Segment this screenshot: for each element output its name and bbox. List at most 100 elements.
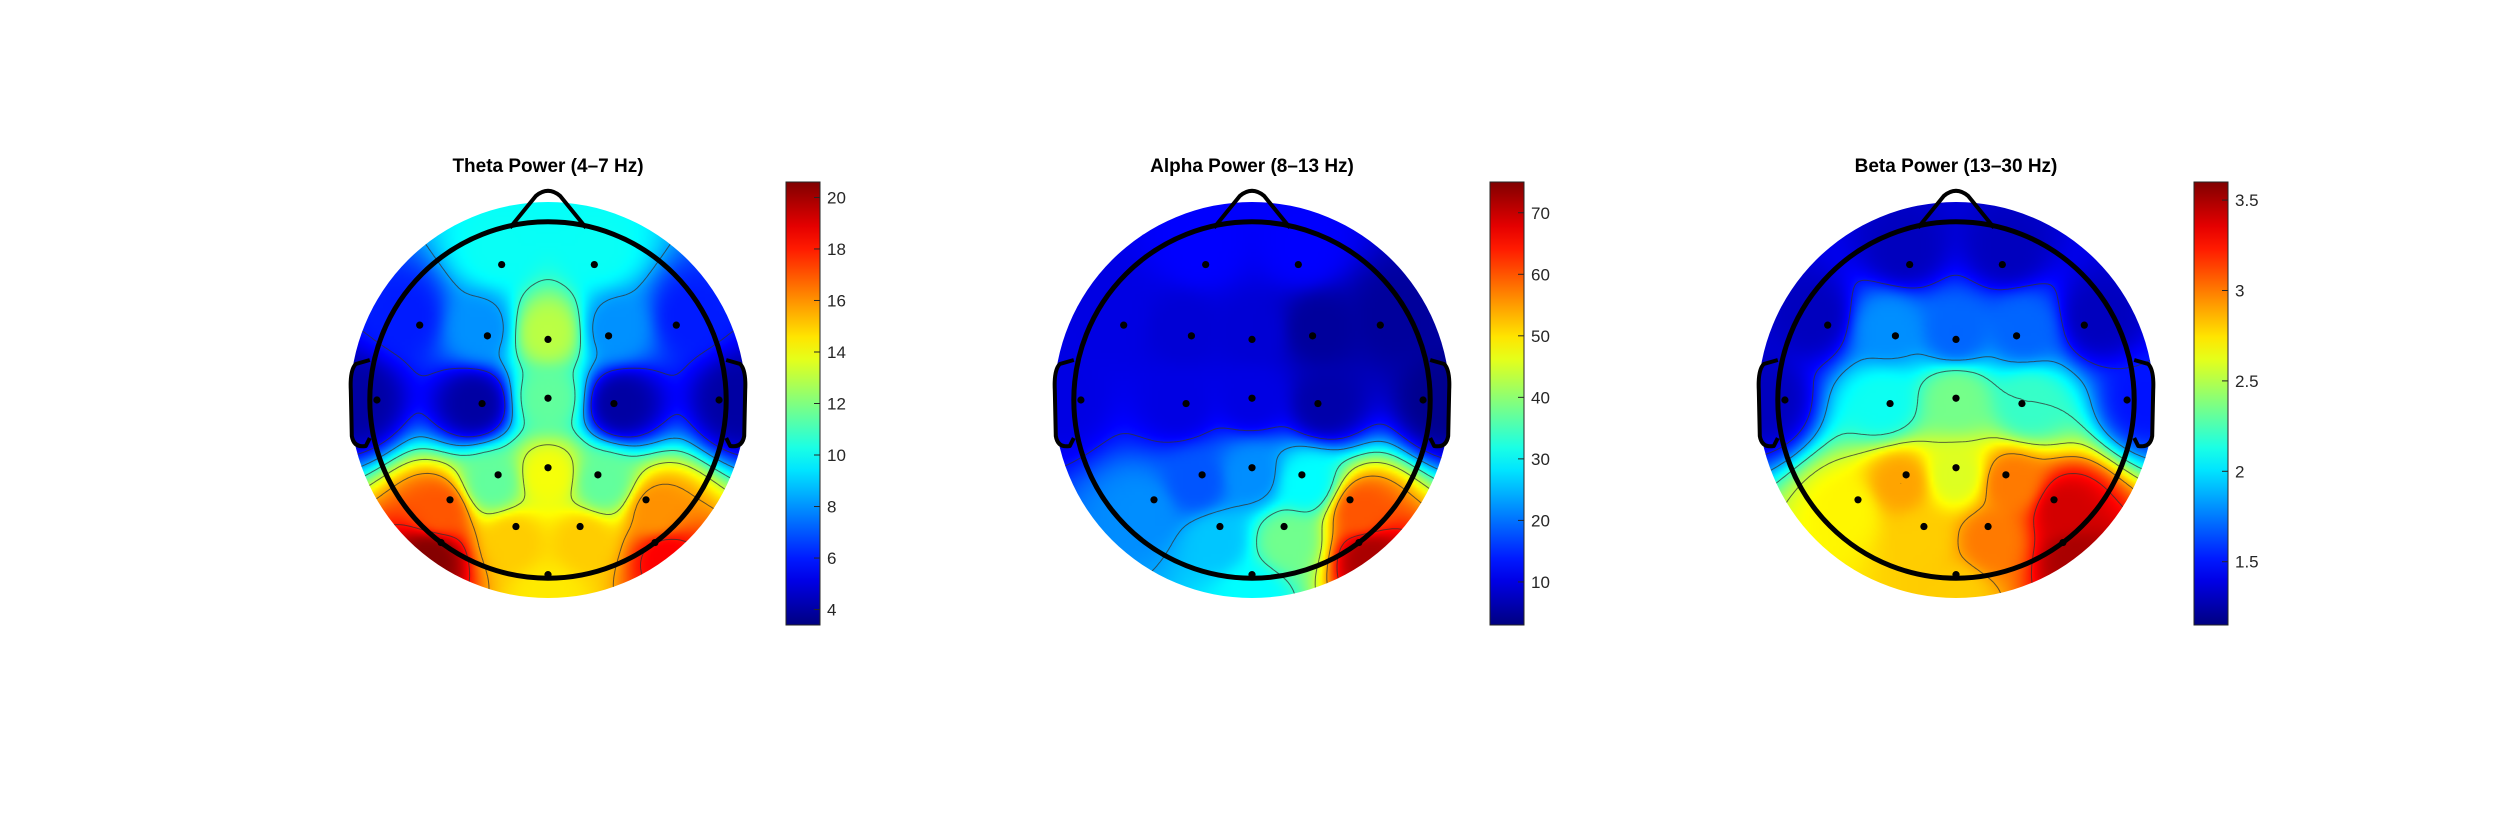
- colorbar-tick-label: 10: [827, 446, 846, 465]
- electrode-dot: [1216, 522, 1224, 531]
- right-ear: [724, 358, 748, 449]
- contour-line: [362, 279, 731, 479]
- alpha-topoplot-panel: Alpha Power (8–13 Hz) 10 20 30 40 50 60 70: [1052, 156, 1550, 626]
- electrode-dot: [1150, 496, 1158, 504]
- electrode-dot: [446, 496, 454, 504]
- electrode-dot: [1891, 332, 1900, 340]
- electrode-dot: [1120, 321, 1128, 329]
- nose: [1916, 188, 1996, 230]
- beta-topoplot-panel: Beta Power (13–30 Hz) 1.5 2 2.5 3 3.5: [1756, 156, 2259, 626]
- contour-line: [1063, 423, 1444, 467]
- electrode-dot: [594, 471, 602, 479]
- colorbar-tick-label: 18: [827, 240, 846, 259]
- colorbar-tick-label: 40: [1531, 388, 1550, 407]
- theta-colorbar: 4 6 8 10 12 14 16 18 20: [785, 181, 846, 626]
- electrode-dot: [1854, 496, 1862, 504]
- alpha-title: Alpha Power (8–13 Hz): [1150, 156, 1354, 177]
- electrode-dot: [1202, 260, 1210, 269]
- nose: [1212, 188, 1292, 230]
- electrode-dot: [1182, 399, 1190, 408]
- colorbar-tick-label: 16: [827, 291, 846, 310]
- colorbar-gradient: [1489, 181, 1525, 626]
- right-ear: [1428, 358, 1452, 449]
- electrode-dot: [1280, 522, 1288, 531]
- electrode-dot: [715, 396, 723, 404]
- colorbar-tick-label: 70: [1531, 204, 1550, 223]
- nose: [508, 188, 588, 230]
- electrode-dot: [416, 321, 424, 329]
- electrode-dot: [590, 260, 598, 269]
- electrode-dot: [2080, 321, 2088, 329]
- electrode-dot: [1198, 471, 1206, 479]
- colorbar-tick-label: 14: [827, 343, 846, 362]
- electrode-dot: [544, 394, 552, 402]
- colorbar-tick-label: 1.5: [2235, 553, 2259, 572]
- electrode-dot: [2059, 538, 2067, 547]
- electrode-dot: [544, 335, 552, 344]
- electrode-dot: [1998, 260, 2006, 269]
- colorbar-tick-label: 50: [1531, 327, 1550, 346]
- electrode-dot: [437, 538, 445, 547]
- electrode-dot: [610, 399, 618, 408]
- electrode-dot: [1376, 321, 1384, 329]
- electrode-dot: [1308, 332, 1317, 340]
- colorbar-tick-label: 12: [827, 395, 846, 414]
- beta-colorbar: 1.5 2 2.5 3 3.5: [2193, 181, 2259, 626]
- left-ear: [1756, 358, 1780, 449]
- electrode-dot: [1920, 522, 1928, 531]
- left-ear: [1052, 358, 1076, 449]
- electrode-dot: [2050, 496, 2058, 504]
- electrode-dot: [1294, 260, 1302, 269]
- electrode-dot: [498, 260, 506, 269]
- right-ear: [2132, 358, 2156, 449]
- colorbar-tick-label: 60: [1531, 265, 1550, 284]
- beta-electrodes: [1781, 260, 2131, 579]
- electrode-dot: [651, 538, 659, 547]
- electrode-dot: [1248, 571, 1256, 579]
- contour-line: [1770, 353, 2148, 471]
- electrode-dot: [1886, 399, 1894, 408]
- electrode-dot: [576, 522, 584, 531]
- colorbar-tick-label: 4: [827, 601, 836, 620]
- theta-electrodes: [373, 260, 723, 579]
- electrode-dot: [483, 332, 492, 340]
- electrode-dot: [494, 471, 502, 479]
- theta-title: Theta Power (4–7 Hz): [452, 156, 643, 177]
- electrode-dot: [1248, 464, 1256, 472]
- electrode-dot: [1314, 399, 1322, 408]
- colorbar-tick-label: 6: [827, 549, 836, 568]
- electrode-dot: [2012, 332, 2021, 340]
- colorbar-tick-label: 30: [1531, 450, 1550, 469]
- contour-line: [1314, 462, 1431, 589]
- electrode-dot: [1952, 335, 1960, 344]
- contour-line: [1151, 440, 1439, 572]
- electrode-dot: [1781, 396, 1789, 404]
- electrode-dot: [1984, 522, 1992, 531]
- contour-line: [1256, 451, 1435, 594]
- electrode-dot: [1346, 496, 1354, 504]
- electrode-dot: [1952, 394, 1960, 402]
- electrode-dot: [1952, 571, 1960, 579]
- theta-topoplot-panel: Theta Power (4–7 Hz) 4 6 8 10 12 14 16 18 20: [348, 156, 846, 626]
- colorbar-tick-label: 8: [827, 498, 836, 517]
- electrode-dot: [478, 399, 486, 408]
- colorbar-tick-label: 20: [827, 188, 846, 207]
- electrode-dot: [1248, 394, 1256, 402]
- electrode-dot: [1419, 396, 1427, 404]
- contour-line: [368, 444, 725, 515]
- contour-line: [359, 242, 737, 470]
- colorbar-tick-label: 2: [2235, 462, 2244, 481]
- contour-line: [1785, 437, 2139, 504]
- electrode-dot: [1902, 471, 1910, 479]
- alpha-colorbar: 10 20 30 40 50 60 70: [1489, 181, 1550, 626]
- colorbar-tick-label: 2.5: [2235, 372, 2259, 391]
- electrode-dot: [2123, 396, 2131, 404]
- electrode-dot: [1187, 332, 1196, 340]
- electrode-dot: [1824, 321, 1832, 329]
- electrode-dot: [544, 571, 552, 579]
- beta-contour-lines: [1764, 274, 2153, 595]
- colorbar-gradient: [2193, 181, 2229, 626]
- alpha-contour-lines: [1063, 423, 1444, 594]
- electrode-dot: [642, 496, 650, 504]
